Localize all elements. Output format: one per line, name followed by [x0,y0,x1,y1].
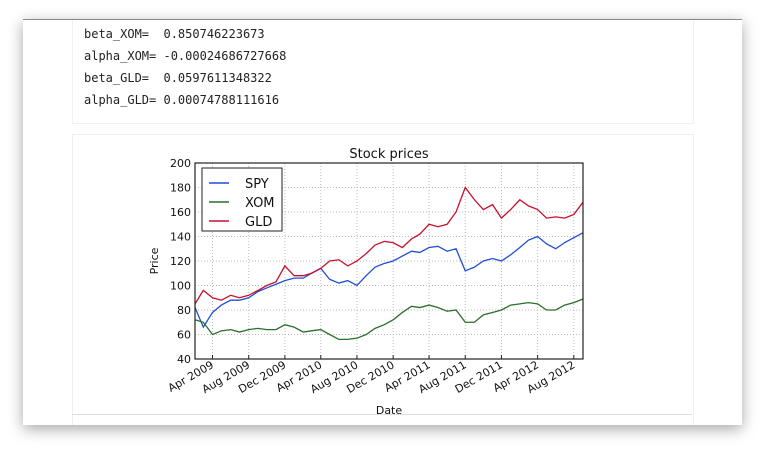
series-line-gld [194,186,584,305]
chart-title: Stock prices [349,147,428,162]
cell-divider [72,414,692,415]
y-axis-label: Price [148,247,161,274]
output-cell-chart [72,134,694,425]
y-tick-label: 160 [170,206,191,219]
output-line-alpha-xom: alpha_XOM= -0.00024686727668 [84,49,286,63]
y-tick-label: 180 [170,182,191,195]
value: 0.0597611348322 [163,71,272,85]
label: alpha_XOM= [84,49,164,63]
y-tick-label: 40 [177,353,191,366]
x-axis-label: Date [376,404,403,417]
label: beta_GLD= [84,71,164,85]
y-tick-label: 100 [170,280,191,293]
output-cell-text: beta_XOM= 0.850746223673 alpha_XOM= -0.0… [72,20,694,124]
legend-label-gld: GLD [245,215,272,230]
value: 0.850746223673 [163,27,265,41]
legend: SPY XOM GLD [201,167,283,232]
output-line-alpha-gld: alpha_GLD= 0.00074788111616 [84,93,279,107]
y-tick-label: 140 [170,231,191,244]
plot-frame [194,162,584,360]
y-tick-label: 60 [177,329,191,342]
y-tick-label: 120 [170,255,191,268]
legend-label-spy: SPY [245,177,269,192]
legend-label-xom: XOM [245,196,275,211]
y-tick-label: 80 [177,304,191,317]
output-line-beta-gld: beta_GLD= 0.0597611348322 [84,71,272,85]
value: -0.00024686727668 [163,49,287,63]
label: alpha_GLD= [84,93,164,107]
series-line-xom [194,298,584,341]
output-line-beta-xom: beta_XOM= 0.850746223673 [84,27,265,41]
series-line-spy [194,232,584,329]
value: 0.00074788111616 [163,93,280,107]
notebook-window: beta_XOM= 0.850746223673 alpha_XOM= -0.0… [23,19,742,425]
y-tick-label: 200 [170,157,191,170]
label: beta_XOM= [84,27,164,41]
